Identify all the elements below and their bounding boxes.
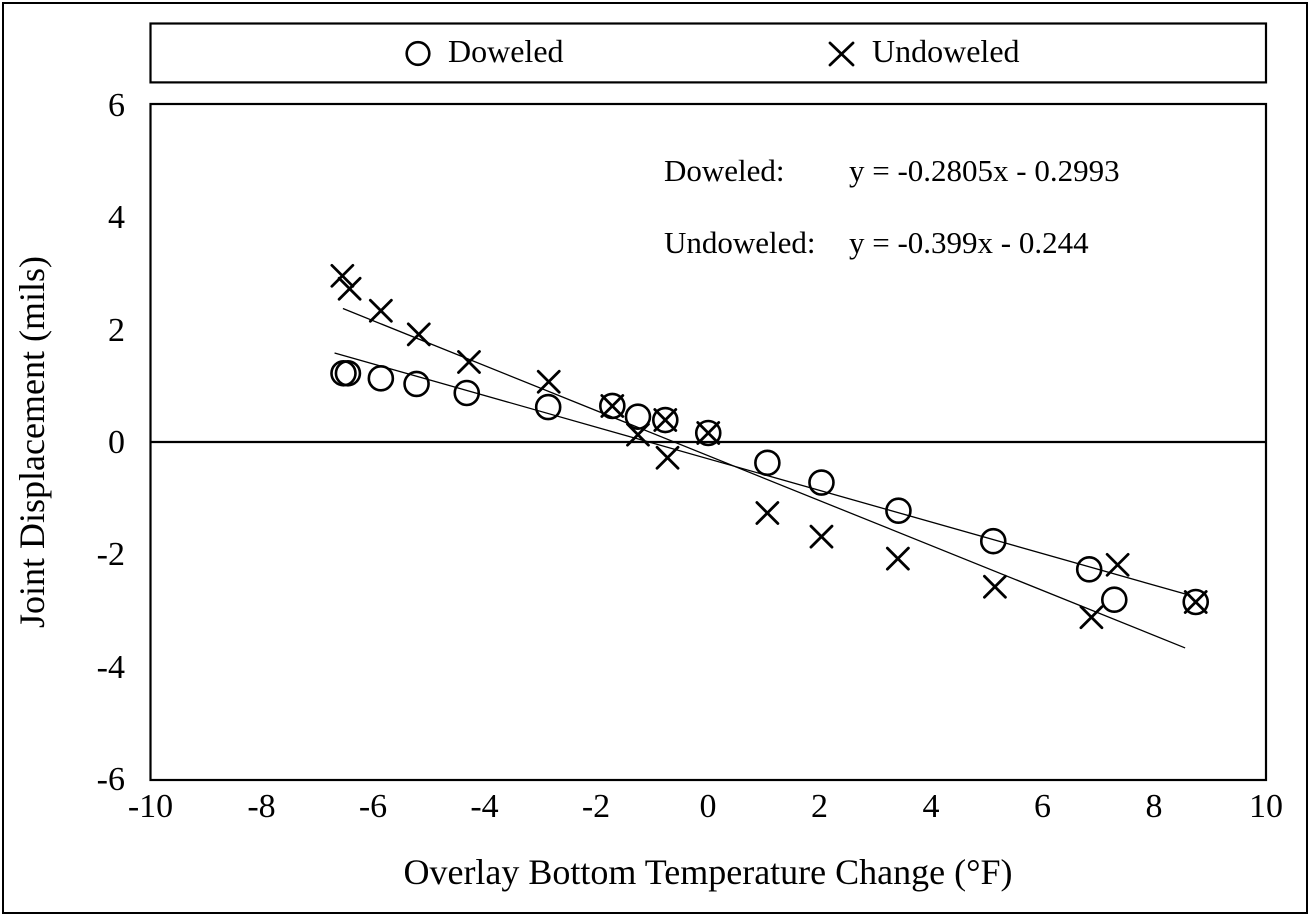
svg-text:-6: -6 bbox=[97, 761, 125, 798]
svg-text:-2: -2 bbox=[97, 536, 125, 573]
svg-text:4: 4 bbox=[923, 788, 940, 825]
svg-text:-10: -10 bbox=[128, 788, 173, 825]
svg-text:y = -0.2805x - 0.2993: y = -0.2805x - 0.2993 bbox=[849, 153, 1120, 188]
svg-text:-2: -2 bbox=[582, 788, 610, 825]
svg-text:-4: -4 bbox=[470, 788, 498, 825]
svg-text:2: 2 bbox=[811, 788, 828, 825]
svg-text:10: 10 bbox=[1249, 788, 1283, 825]
svg-text:-8: -8 bbox=[247, 788, 275, 825]
svg-text:Doweled:: Doweled: bbox=[664, 153, 785, 188]
svg-text:Undoweled:: Undoweled: bbox=[664, 225, 816, 260]
svg-text:6: 6 bbox=[1034, 788, 1051, 825]
svg-text:Joint Displacement (mils): Joint Displacement (mils) bbox=[12, 256, 52, 628]
svg-text:0: 0 bbox=[700, 788, 717, 825]
svg-text:2: 2 bbox=[108, 312, 125, 349]
svg-text:-6: -6 bbox=[359, 788, 387, 825]
svg-text:4: 4 bbox=[108, 199, 125, 236]
svg-text:8: 8 bbox=[1146, 788, 1163, 825]
svg-text:6: 6 bbox=[108, 87, 125, 124]
svg-text:0: 0 bbox=[108, 424, 125, 461]
svg-text:Overlay Bottom Temperature Cha: Overlay Bottom Temperature Change (°F) bbox=[403, 852, 1012, 892]
svg-text:y = -0.399x - 0.244: y = -0.399x - 0.244 bbox=[849, 225, 1089, 260]
svg-text:-4: -4 bbox=[97, 649, 125, 686]
svg-text:Undoweled: Undoweled bbox=[872, 33, 1020, 69]
svg-text:Doweled: Doweled bbox=[448, 33, 564, 69]
